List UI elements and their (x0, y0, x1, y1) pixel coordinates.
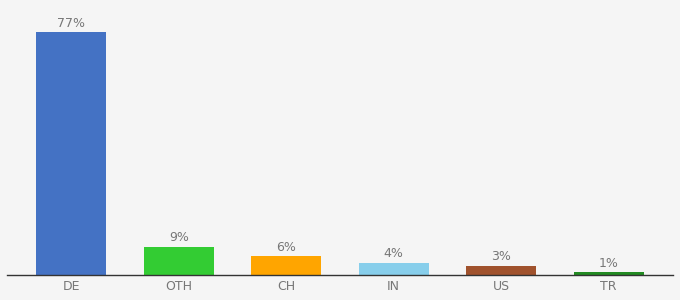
Text: 1%: 1% (598, 256, 619, 269)
Text: 77%: 77% (57, 17, 86, 30)
Text: 4%: 4% (384, 247, 404, 260)
Bar (574, 272, 643, 275)
Text: 3%: 3% (491, 250, 511, 263)
Bar (37, 32, 106, 275)
Text: 6%: 6% (276, 241, 296, 254)
Bar (359, 262, 428, 275)
Text: 9%: 9% (169, 231, 189, 244)
Bar (144, 247, 214, 275)
Bar (252, 256, 321, 275)
Bar (466, 266, 536, 275)
